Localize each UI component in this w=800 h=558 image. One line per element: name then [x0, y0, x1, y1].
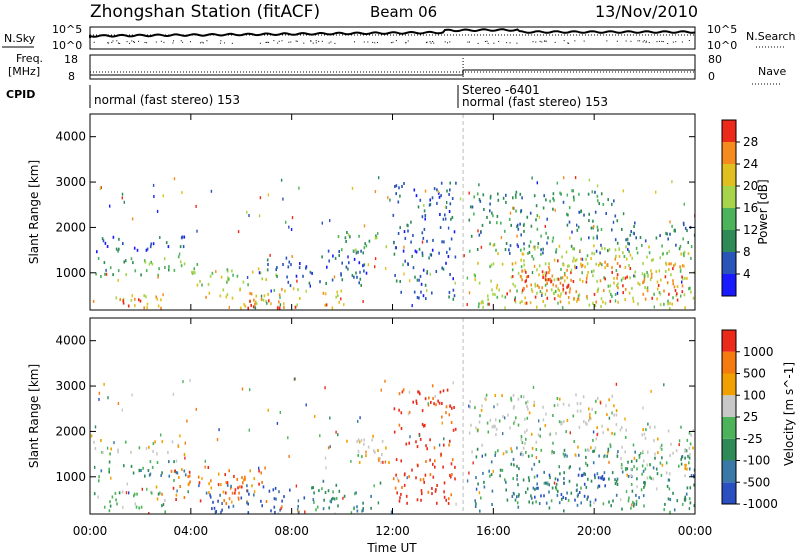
velocity-ylabel: Slant Range [km]	[27, 364, 41, 468]
y-tick-label: 2000	[55, 220, 86, 234]
y-tick-label: 4000	[55, 130, 86, 144]
velocity-colorbar-label: Velocity [m s^-1]	[782, 362, 796, 466]
power-heatmap-cells	[92, 114, 695, 310]
colorbar-swatch	[722, 164, 736, 186]
colorbar-swatch	[722, 438, 736, 461]
nsky-strip-frame	[89, 26, 696, 50]
station-title: Zhongshan Station (fitACF)	[90, 2, 320, 22]
colorbar-swatch	[722, 460, 736, 483]
y-tick-label: 3000	[55, 175, 86, 189]
nsearch-tick-bottom: 10^0	[707, 39, 737, 52]
nsky-tick-bottom: 10^0	[52, 39, 82, 52]
y-tick-label: 4000	[55, 334, 86, 348]
freq-label-1: Freq.	[16, 52, 43, 65]
colorbar-swatch	[722, 330, 736, 352]
colorbar-swatch	[722, 351, 736, 374]
y-tick-label: 3000	[55, 379, 86, 393]
colorbar-tick-label: 25	[743, 410, 758, 424]
colorbar-swatch	[722, 274, 736, 296]
colorbar-tick-label: 4	[743, 267, 751, 281]
power-colorbar: 4 8 12 16 20 24 28	[721, 119, 758, 297]
colorbar-tick-label: -500	[743, 475, 770, 489]
freq-tick-top: 18	[64, 53, 78, 66]
colorbar-tick-label: 8	[743, 245, 751, 259]
x-tick-label: 04:00	[174, 524, 209, 538]
cpid-segment-3: normal (fast stereo) 153	[462, 95, 608, 109]
time-axis-ticks: 00:00 04:00 08:00 12:00 16:00 20:00 00:00	[73, 114, 713, 538]
colorbar-tick-label: -1000	[743, 497, 778, 511]
power-ylabel: Slant Range [km]	[27, 160, 41, 264]
velocity-y-ticks: 1000 2000 3000 4000	[55, 334, 695, 484]
colorbar-tick-label: 16	[743, 201, 758, 215]
velocity-panel: 1000 2000 3000 4000 Slant Range [km]	[27, 317, 696, 515]
colorbar-tick-label: 12	[743, 223, 758, 237]
y-tick-label: 1000	[55, 470, 86, 484]
velocity-panel-frame	[89, 317, 696, 515]
power-panel-frame	[89, 113, 696, 311]
colorbar-tick-label: 28	[743, 135, 758, 149]
x-tick-label: 20:00	[577, 524, 612, 538]
colorbar-swatch	[722, 252, 736, 274]
colorbar-tick-label: -100	[743, 454, 770, 468]
colorbar-swatch	[722, 417, 736, 439]
colorbar-swatch	[722, 208, 736, 230]
cpid-segment-2: Stereo -6401	[462, 83, 540, 97]
freq-strip-frame	[89, 54, 696, 80]
colorbar-swatch	[722, 373, 736, 396]
colorbar-tick-label: 100	[743, 388, 766, 402]
colorbar-swatch	[722, 120, 736, 142]
power-panel: 1000 2000 3000 4000 Slant Range [km]	[27, 113, 696, 311]
freq-tick-bottom: 8	[68, 70, 75, 83]
power-y-ticks: 1000 2000 3000 4000	[55, 130, 695, 280]
cpid-label: CPID	[6, 88, 35, 101]
colorbar-swatch	[722, 186, 736, 208]
beam-title: Beam 06	[370, 3, 437, 21]
x-tick-label: 12:00	[375, 524, 410, 538]
nsky-trace	[89, 28, 696, 44]
colorbar-tick-label: -25	[743, 432, 763, 446]
colorbar-swatch	[722, 142, 736, 164]
nsky-tick-top: 10^5	[52, 23, 82, 36]
freq-label-2: [MHz]	[8, 65, 40, 78]
colorbar-tick-label: 1000	[743, 345, 774, 359]
nave-tick-top: 80	[708, 53, 722, 66]
nsky-label: N.Sky	[4, 32, 36, 45]
nave-tick-bottom: 0	[708, 70, 715, 83]
colorbar-tick-label: 24	[743, 157, 758, 171]
x-tick-label: 16:00	[476, 524, 511, 538]
velocity-heatmap-cells	[90, 318, 695, 514]
y-tick-label: 2000	[55, 424, 86, 438]
x-tick-label: 08:00	[274, 524, 309, 538]
nsearch-label: N.Search	[746, 30, 796, 43]
cpid-segment-1: normal (fast stereo) 153	[94, 93, 240, 107]
colorbar-tick-label: 500	[743, 367, 766, 381]
y-tick-label: 1000	[55, 266, 86, 280]
colorbar-swatch	[722, 230, 736, 252]
x-tick-label: 00:00	[73, 524, 108, 538]
x-tick-label: 00:00	[678, 524, 713, 538]
nave-label: Nave	[758, 65, 786, 78]
date-title: 13/Nov/2010	[595, 2, 698, 21]
nsearch-tick-top: 10^5	[707, 23, 737, 36]
freq-trace	[90, 58, 695, 79]
colorbar-tick-label: 20	[743, 179, 758, 193]
x-axis-label: Time UT	[366, 541, 417, 554]
velocity-colorbar: 1000 500 100 25 -25 -100 -500 -1000	[721, 329, 778, 511]
colorbar-swatch	[722, 482, 736, 504]
colorbar-swatch	[722, 395, 736, 417]
power-colorbar-label: Power [dB]	[756, 179, 770, 244]
